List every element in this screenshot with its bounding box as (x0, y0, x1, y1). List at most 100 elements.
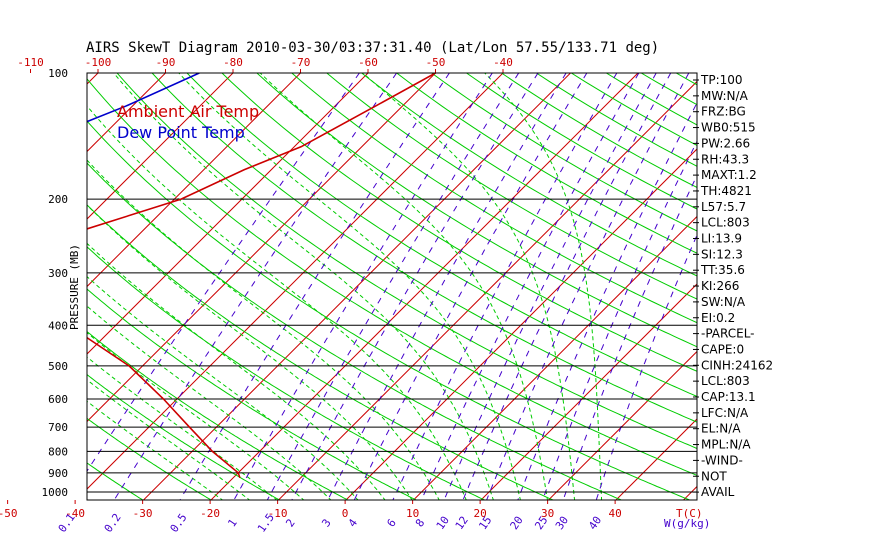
pressure-tick-label: 900 (48, 467, 68, 480)
isotherm-line (547, 350, 697, 500)
mixing-ratio-line (87, 73, 360, 472)
mixing-ratio-label: 3 (319, 517, 333, 530)
stat-item: MW:N/A (701, 89, 749, 103)
top-temperature-label: -110 (17, 56, 44, 69)
ambient-air-temp-series (87, 73, 436, 479)
dry-adiabat-line (326, 73, 697, 300)
mixing-ratio-label: 2 (283, 517, 297, 530)
isotherm-line (87, 73, 436, 423)
bottom-temperature-label: -10 (268, 507, 288, 520)
bottom-temperature-label: -50 (0, 507, 18, 520)
moist-adiabat-line (484, 73, 603, 500)
isotherm-line (87, 73, 234, 220)
legend-ambient-air-temp: Ambient Air Temp (117, 102, 259, 121)
moist-adiabat-line (87, 204, 413, 500)
moist-adiabat-line (87, 242, 386, 500)
stat-item: CAP:13.1 (701, 390, 756, 404)
dry-adiabat-line (87, 373, 281, 500)
stat-item: TH:4821 (700, 184, 752, 198)
top-temperature-ticks: -120-110-100-90-80-70-60-50-40 (17, 56, 513, 73)
isotherm-line (480, 283, 697, 500)
stat-item: -PARCEL- (701, 327, 755, 341)
moist-adiabat-line (87, 356, 278, 500)
mixing-ratio-label: 8 (413, 517, 427, 530)
pressure-tick-label: 100 (48, 67, 68, 80)
mixing-ratio-line (562, 174, 697, 500)
chart-grid (0, 73, 870, 501)
moist-adiabat-line (87, 105, 467, 500)
stat-item: SI:12.3 (701, 247, 743, 261)
isotherm-line (87, 73, 301, 288)
mixing-ratio-label: 10 (434, 514, 452, 532)
mixing-ratio-line (233, 73, 493, 500)
dry-adiabat-line (87, 78, 697, 476)
pressure-tick-label: 700 (48, 421, 68, 434)
dry-adiabat-line (0, 73, 76, 501)
dry-adiabat-line (186, 73, 697, 398)
bottom-temperature-label: 20 (473, 507, 486, 520)
pressure-tick-label: 600 (48, 393, 68, 406)
sounding-curves (87, 73, 436, 479)
stat-item: CINH:24162 (701, 358, 773, 372)
mixing-ratio-line (443, 73, 657, 500)
pressure-tick-label: 1000 (42, 486, 69, 499)
top-temperature-label: -40 (493, 56, 513, 69)
mixing-ratio-label: 20 (508, 514, 526, 532)
mixing-ratio-line (462, 73, 672, 500)
top-temperature-label: -100 (85, 56, 112, 69)
stat-item: LI:13.9 (701, 232, 742, 246)
dry-adiabat-line (361, 73, 697, 277)
dry-adiabat-line (221, 73, 697, 372)
mixing-ratio-line (542, 140, 697, 500)
dry-adiabat-line (87, 246, 486, 500)
dry-adiabat-line (746, 73, 870, 501)
stat-item: LCL:803 (701, 374, 750, 388)
pressure-tick-label: 800 (48, 445, 68, 458)
mixing-ratio-label: 4 (346, 516, 361, 529)
dry-adiabat-line (396, 73, 697, 254)
mixing-ratio-label: 40 (586, 514, 604, 532)
mixing-ratio-axis-unit: W(g/kg) (664, 517, 710, 530)
stat-item: RH:43.3 (701, 152, 749, 166)
moist-adiabat-line (259, 73, 549, 500)
isotherm-line (87, 73, 504, 490)
dry-adiabat-line (87, 120, 691, 500)
dry-adiabat-line (781, 73, 870, 501)
pressure-tick-label: 500 (48, 360, 68, 373)
mixing-ratio-label: 1 (225, 517, 239, 530)
stat-item: NOT (701, 469, 727, 483)
stat-item: FRZ:BG (701, 105, 746, 119)
pressure-tick-label: 300 (48, 267, 68, 280)
stat-item: WB0:515 (701, 121, 756, 135)
mixing-ratio-line (179, 73, 450, 500)
mixing-ratio-line (420, 73, 640, 500)
top-temperature-label: -80 (223, 56, 243, 69)
mixing-ratio-line (517, 101, 697, 500)
dry-adiabat-line (851, 73, 870, 501)
moist-adiabat-line (87, 400, 224, 500)
mixing-ratio-label: 25 (532, 514, 550, 532)
bottom-temperature-label: 40 (608, 507, 621, 520)
isotherm-line (87, 73, 166, 153)
isobar-lines (87, 198, 697, 493)
dry-adiabat-line (640, 73, 697, 106)
y-axis-label: PRESSURE (MB) (68, 244, 81, 330)
stat-item: AVAIL (701, 485, 735, 499)
pressure-tick-labels: 100 200 300 400 500 600 700 800 900 1000 (42, 67, 69, 499)
legend-dew-point-temp: Dew Point Temp (117, 123, 245, 142)
bottom-temperature-label: -40 (65, 507, 85, 520)
stat-item: L57:5.7 (701, 200, 746, 214)
moist-adiabat-line (87, 305, 332, 500)
dry-adiabat-line (0, 73, 7, 501)
top-temperature-label: -90 (156, 56, 176, 69)
bottom-temperature-label: -30 (133, 507, 153, 520)
stat-item: TT:35.6 (700, 263, 745, 277)
dry-adiabat-line (151, 73, 697, 423)
dry-adiabat-line (87, 162, 623, 500)
dry-adiabat-line (256, 73, 697, 348)
stat-item: LFC:N/A (701, 406, 749, 420)
dry-adiabat-line (816, 73, 870, 501)
isotherm-line (210, 73, 639, 500)
